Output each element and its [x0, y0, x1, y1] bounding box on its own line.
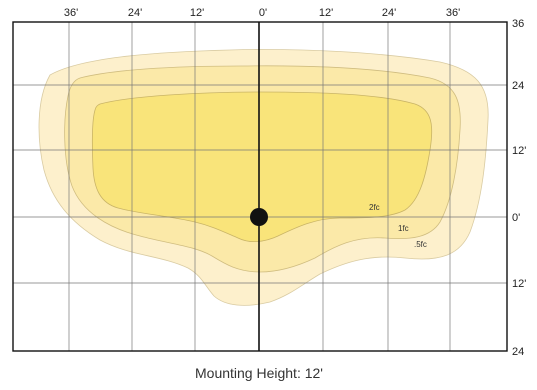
right-tick-label: 12' — [512, 278, 526, 290]
top-tick-label: 24' — [128, 7, 142, 19]
label-2fc: 2fc — [369, 203, 380, 212]
right-tick-label: 0' — [512, 212, 520, 224]
top-tick-label: 0' — [259, 7, 267, 19]
right-tick-label: 12' — [512, 145, 526, 157]
black-dot-icon — [250, 208, 268, 226]
vertical-grid-lines — [68, 22, 451, 351]
top-tick-label: 12' — [190, 7, 204, 19]
top-tick-label: 12' — [319, 7, 333, 19]
diagram-caption: Mounting Height: 12' — [195, 365, 323, 381]
right-tick-labels: 36 24 12' 0' 12' 24 — [512, 18, 526, 358]
right-tick-label: 36 — [512, 18, 524, 30]
label-half-fc: .5fc — [414, 240, 427, 249]
top-tick-label: 24' — [382, 7, 396, 19]
grid-border — [12, 21, 508, 352]
right-tick-label: 24 — [512, 80, 524, 92]
top-tick-label: 36' — [446, 7, 460, 19]
top-tick-label: 36' — [64, 7, 78, 19]
right-tick-label: 24 — [512, 346, 524, 358]
label-1fc: 1fc — [398, 224, 409, 233]
top-tick-labels: 36' 24' 12' 0' 12' 24' 36' — [64, 7, 460, 19]
contour-two-fc — [92, 91, 433, 242]
